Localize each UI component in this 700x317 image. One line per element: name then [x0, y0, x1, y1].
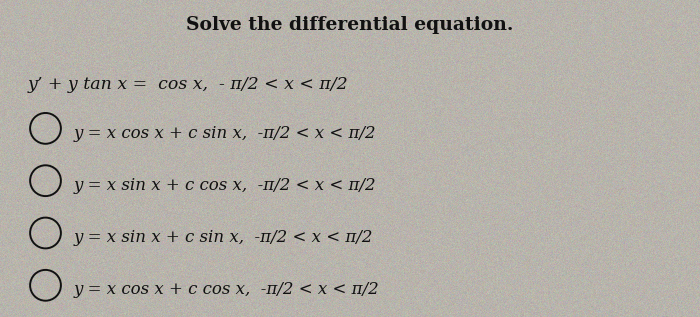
- Text: y = x cos x + c cos x,  -π/2 < x < π/2: y = x cos x + c cos x, -π/2 < x < π/2: [74, 281, 379, 299]
- Text: y = x cos x + c sin x,  -π/2 < x < π/2: y = x cos x + c sin x, -π/2 < x < π/2: [74, 125, 376, 142]
- Text: y’ + y tan x =  cos x,  - π/2 < x < π/2: y’ + y tan x = cos x, - π/2 < x < π/2: [28, 76, 349, 93]
- Text: Solve the differential equation.: Solve the differential equation.: [186, 16, 514, 34]
- Text: y = x sin x + c sin x,  -π/2 < x < π/2: y = x sin x + c sin x, -π/2 < x < π/2: [74, 229, 373, 246]
- Text: y = x sin x + c cos x,  -π/2 < x < π/2: y = x sin x + c cos x, -π/2 < x < π/2: [74, 177, 376, 194]
